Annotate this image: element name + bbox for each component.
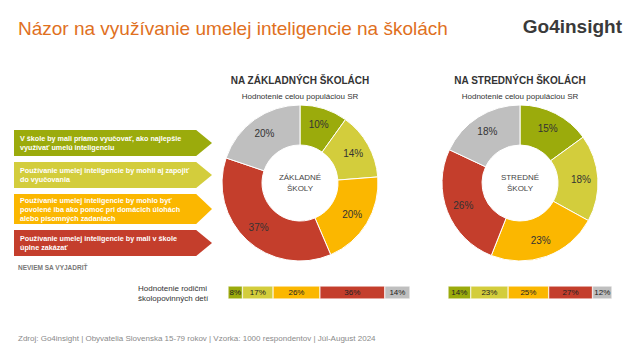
svg-text:20%: 20% xyxy=(254,128,274,139)
svg-text:ZÁKLADNÉ: ZÁKLADNÉ xyxy=(279,173,321,182)
svg-text:12%: 12% xyxy=(594,288,610,297)
svg-text:18%: 18% xyxy=(571,174,591,185)
svg-text:ŠKOLY: ŠKOLY xyxy=(287,184,314,193)
svg-text:14%: 14% xyxy=(451,288,467,297)
svg-text:14%: 14% xyxy=(389,288,405,297)
html-text:Zdroj: Go4insight | Obyvatelia: Zdroj: Go4insight | Obyvatelia Slovenska… xyxy=(18,334,376,343)
svg-text:17%: 17% xyxy=(250,288,266,297)
svg-text:STREDNÉ: STREDNÉ xyxy=(501,173,539,182)
html-text:Používanie umelej inteligencie: Používanie umelej inteligencie by mali v… xyxy=(20,234,177,252)
svg-text:Hodnotenie celou populáciou SR: Hodnotenie celou populáciou SR xyxy=(462,92,579,101)
svg-text:10%: 10% xyxy=(309,119,329,130)
html-text:Go4insight: Go4insight xyxy=(522,16,622,37)
svg-text:26%: 26% xyxy=(288,288,304,297)
html-text:Používanie umelej inteligencie: Používanie umelej inteligencie by mohlo … xyxy=(20,195,181,223)
svg-text:27%: 27% xyxy=(563,288,579,297)
svg-text:26%: 26% xyxy=(453,200,473,211)
svg-text:25%: 25% xyxy=(520,288,536,297)
svg-text:8%: 8% xyxy=(229,288,241,297)
svg-text:Hodnotenie celou populáciou SR: Hodnotenie celou populáciou SR xyxy=(242,92,359,101)
html-text:Používanie umelej inteligencie: Používanie umelej inteligencie by mohli … xyxy=(20,166,190,184)
svg-text:ŠKOLY: ŠKOLY xyxy=(507,184,534,193)
svg-text:NA STREDNÝCH ŠKOLÁCH: NA STREDNÝCH ŠKOLÁCH xyxy=(454,74,585,86)
svg-text:14%: 14% xyxy=(343,148,363,159)
svg-text:NA ZÁKLADNÝCH ŠKOLÁCH: NA ZÁKLADNÝCH ŠKOLÁCH xyxy=(231,74,370,86)
svg-text:23%: 23% xyxy=(531,235,551,246)
html-text:Názor na využívanie umelej int: Názor na využívanie umelej inteligencie … xyxy=(18,18,448,39)
html-text:Hodnotenie rodičmi školopovinn: Hodnotenie rodičmi školopovinných detí xyxy=(138,284,209,303)
svg-text:36%: 36% xyxy=(344,288,360,297)
svg-text:18%: 18% xyxy=(477,126,497,137)
svg-text:15%: 15% xyxy=(538,123,558,134)
svg-text:23%: 23% xyxy=(481,288,497,297)
svg-text:37%: 37% xyxy=(249,222,269,233)
svg-text:20%: 20% xyxy=(342,209,362,220)
html-text:V škole by mali priamo vyučova: V škole by mali priamo vyučovať, ako naj… xyxy=(20,134,182,152)
html-text:NEVIEM SA VYJADRIŤ: NEVIEM SA VYJADRIŤ xyxy=(18,264,88,271)
